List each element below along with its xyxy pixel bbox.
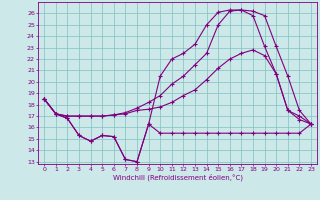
X-axis label: Windchill (Refroidissement éolien,°C): Windchill (Refroidissement éolien,°C) xyxy=(113,174,243,181)
